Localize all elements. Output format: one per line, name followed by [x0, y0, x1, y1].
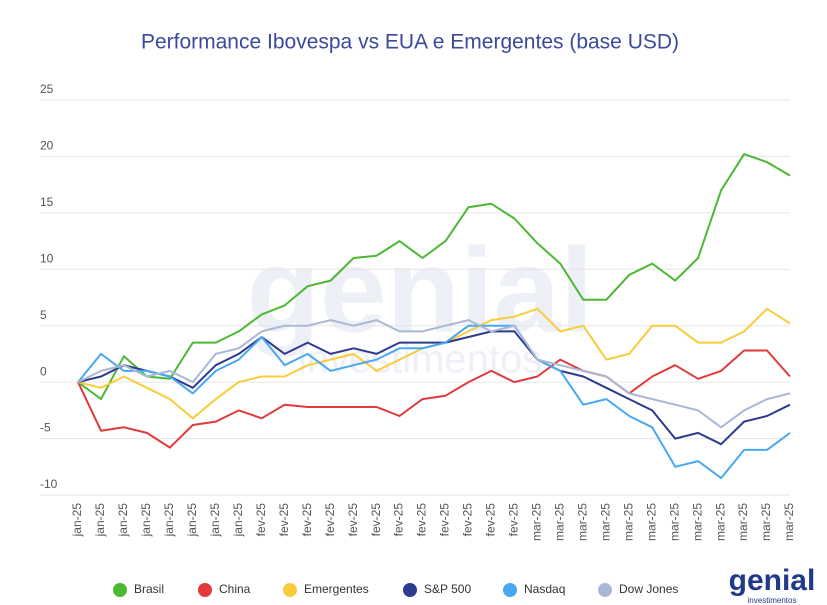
y-tick-label: 20 — [40, 139, 54, 153]
x-tick-label: mar-25 — [736, 503, 750, 541]
x-tick-label: fev-25 — [438, 503, 452, 537]
logo-sub: investimentos — [748, 596, 797, 605]
x-tick-label: jan-25 — [93, 503, 107, 538]
x-tick-label: fev-25 — [461, 503, 475, 537]
x-tick-label: mar-25 — [713, 503, 727, 541]
legend-marker — [283, 583, 297, 597]
x-tick-label: fev-25 — [392, 503, 406, 537]
x-tick-label: mar-25 — [782, 503, 796, 541]
legend-marker — [598, 583, 612, 597]
x-tick-label: mar-25 — [690, 503, 704, 541]
x-tick-label: mar-25 — [598, 503, 612, 541]
chart-title: Performance Ibovespa vs EUA e Emergentes… — [141, 31, 679, 54]
watermark: genial — [247, 224, 594, 358]
legend-label: Brasil — [134, 582, 164, 596]
x-tick-label: fev-25 — [346, 503, 360, 537]
y-tick-label: -5 — [40, 421, 51, 435]
x-tick-label: fev-25 — [507, 503, 521, 537]
legend-label: China — [219, 582, 251, 596]
legend-marker — [198, 583, 212, 597]
x-tick-label: mar-25 — [759, 503, 773, 541]
x-tick-label: mar-25 — [575, 503, 589, 541]
series-line — [77, 153, 791, 401]
x-tick-label: jan-25 — [70, 503, 84, 538]
x-tick-label: jan-25 — [185, 503, 199, 538]
y-tick-label: 5 — [40, 308, 47, 322]
legend-marker — [403, 583, 417, 597]
x-tick-label: mar-25 — [621, 503, 635, 541]
logo: genial — [729, 564, 816, 597]
x-tick-label: mar-25 — [667, 503, 681, 541]
legend-label: Nasdaq — [524, 582, 565, 596]
x-tick-label: mar-25 — [644, 503, 658, 541]
x-tick-label: fev-25 — [277, 503, 291, 537]
series-line — [77, 324, 791, 480]
legend-label: Emergentes — [304, 582, 369, 596]
y-tick-label: 10 — [40, 251, 54, 265]
x-tick-label: jan-25 — [116, 503, 130, 538]
series-line — [77, 319, 791, 429]
legend-label: Dow Jones — [619, 582, 678, 596]
series-line — [77, 349, 791, 449]
x-tick-label: mar-25 — [552, 503, 566, 541]
x-tick-label: fev-25 — [415, 503, 429, 537]
x-tick-label: fev-25 — [254, 503, 268, 537]
watermark-sub: investimentos — [298, 338, 543, 382]
legend-marker — [113, 583, 127, 597]
legend-marker — [503, 583, 517, 597]
x-tick-label: jan-25 — [231, 503, 245, 538]
x-tick-label: jan-25 — [208, 503, 222, 538]
x-tick-label: fev-25 — [484, 503, 498, 537]
x-tick-label: jan-25 — [139, 503, 153, 538]
y-tick-label: 0 — [40, 364, 47, 378]
y-tick-label: -10 — [40, 477, 58, 491]
x-tick-label: fev-25 — [323, 503, 337, 537]
x-tick-label: mar-25 — [530, 503, 544, 541]
x-tick-label: fev-25 — [369, 503, 383, 537]
x-tick-label: fev-25 — [300, 503, 314, 537]
legend-label: S&P 500 — [424, 582, 471, 596]
x-tick-label: jan-25 — [162, 503, 176, 538]
series-line — [77, 330, 791, 446]
y-tick-label: 25 — [40, 82, 54, 96]
y-tick-label: 15 — [40, 195, 54, 209]
